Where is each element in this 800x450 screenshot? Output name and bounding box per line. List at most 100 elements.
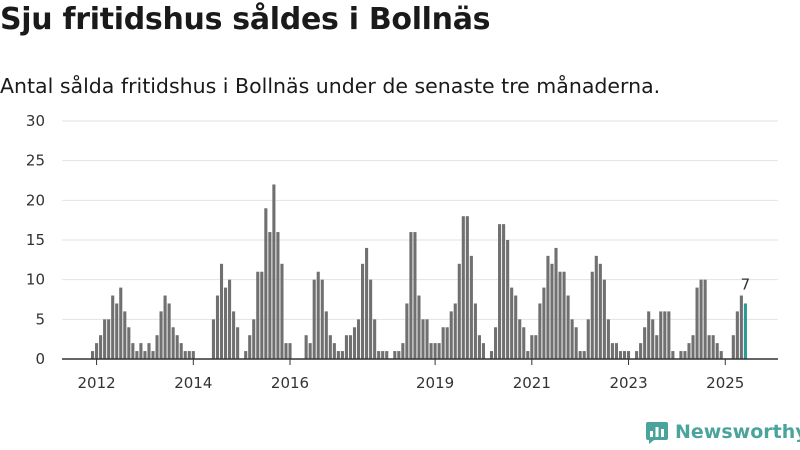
y-tick-label: 10 xyxy=(26,271,45,289)
bar xyxy=(489,351,494,359)
bar xyxy=(348,335,353,359)
bar xyxy=(280,263,284,359)
bar xyxy=(530,335,534,359)
bar xyxy=(248,335,252,359)
bar xyxy=(683,351,687,359)
bar xyxy=(171,327,175,359)
bar xyxy=(91,351,95,359)
bar xyxy=(429,343,433,359)
bar xyxy=(244,351,248,359)
bar xyxy=(127,327,131,359)
x-axis-ticks: 2012 2014 2016 2019 2021 2023 2025 xyxy=(77,359,744,392)
bar xyxy=(405,303,409,359)
brand-name: Newsworthy xyxy=(675,421,800,443)
bar xyxy=(223,287,228,359)
bar xyxy=(655,335,659,359)
newsworthy-brand[interactable]: Newsworthy xyxy=(645,420,800,444)
bar xyxy=(610,343,614,359)
bar xyxy=(582,351,586,359)
bar xyxy=(151,351,155,359)
x-tick-label: 2021 xyxy=(513,374,551,392)
bar xyxy=(183,351,187,359)
bar xyxy=(417,295,421,359)
last-value-label: 7 xyxy=(741,275,751,293)
bar xyxy=(498,224,502,359)
y-tick-label: 0 xyxy=(35,350,45,368)
newsworthy-logo-icon xyxy=(646,422,668,444)
bar xyxy=(441,327,445,359)
x-tick-label: 2025 xyxy=(706,374,744,392)
bar xyxy=(558,271,562,359)
bar xyxy=(445,327,449,359)
bar xyxy=(538,303,542,359)
bar xyxy=(707,335,711,359)
bar xyxy=(449,311,453,359)
gridlines xyxy=(62,120,778,320)
bar xyxy=(671,351,675,359)
bar xyxy=(175,335,179,359)
bar xyxy=(356,319,361,359)
bar xyxy=(534,335,538,359)
bar xyxy=(550,263,554,359)
annotations: 7 xyxy=(741,275,751,293)
bar xyxy=(699,279,703,359)
bar xyxy=(413,232,417,359)
bar xyxy=(215,295,220,359)
bar xyxy=(119,287,123,359)
bar xyxy=(711,335,715,359)
y-tick-label: 5 xyxy=(35,310,45,328)
bar xyxy=(635,351,639,359)
bar xyxy=(304,335,308,359)
bar xyxy=(667,311,671,359)
bar xyxy=(719,351,723,359)
bar xyxy=(457,263,461,359)
bar xyxy=(578,351,582,359)
bar xyxy=(735,311,739,359)
bar xyxy=(191,351,195,359)
bar xyxy=(562,271,566,359)
bar xyxy=(365,247,369,359)
bar xyxy=(147,343,151,359)
bar xyxy=(211,319,215,359)
chart-title: Sju fritidshus såldes i Bollnäs xyxy=(0,2,491,37)
bar xyxy=(219,263,224,359)
bar xyxy=(340,351,344,359)
bar xyxy=(320,279,324,359)
bar xyxy=(433,343,437,359)
y-tick-label: 20 xyxy=(26,191,45,209)
bar xyxy=(159,311,163,359)
bar xyxy=(252,319,256,359)
x-tick-label: 2014 xyxy=(174,374,212,392)
bar xyxy=(506,240,510,359)
bar xyxy=(473,303,477,359)
bars xyxy=(91,184,747,359)
bar xyxy=(687,343,691,359)
bar xyxy=(614,343,618,359)
chart-subtitle: Antal sålda fritidshus i Bollnäs under d… xyxy=(0,74,661,98)
bar xyxy=(139,343,143,359)
bar xyxy=(187,351,191,359)
bar xyxy=(465,216,469,359)
bar xyxy=(308,343,312,359)
bar xyxy=(95,343,99,359)
bar xyxy=(421,319,425,359)
bar xyxy=(679,351,683,359)
bar xyxy=(494,327,498,359)
bar xyxy=(397,351,401,359)
bar xyxy=(514,295,518,359)
bar xyxy=(179,343,183,359)
bar xyxy=(743,303,747,359)
y-tick-label: 30 xyxy=(26,112,45,130)
bar xyxy=(574,327,578,359)
bar xyxy=(409,232,413,359)
bar xyxy=(622,351,627,359)
bar xyxy=(481,343,486,359)
bar xyxy=(518,319,522,359)
bar xyxy=(477,335,481,359)
bar xyxy=(381,351,385,359)
bar xyxy=(453,303,457,359)
bar xyxy=(739,295,743,359)
y-axis-ticks: 0 5 10 15 20 25 30 xyxy=(26,112,45,368)
bar xyxy=(703,279,707,359)
bar xyxy=(268,232,272,359)
